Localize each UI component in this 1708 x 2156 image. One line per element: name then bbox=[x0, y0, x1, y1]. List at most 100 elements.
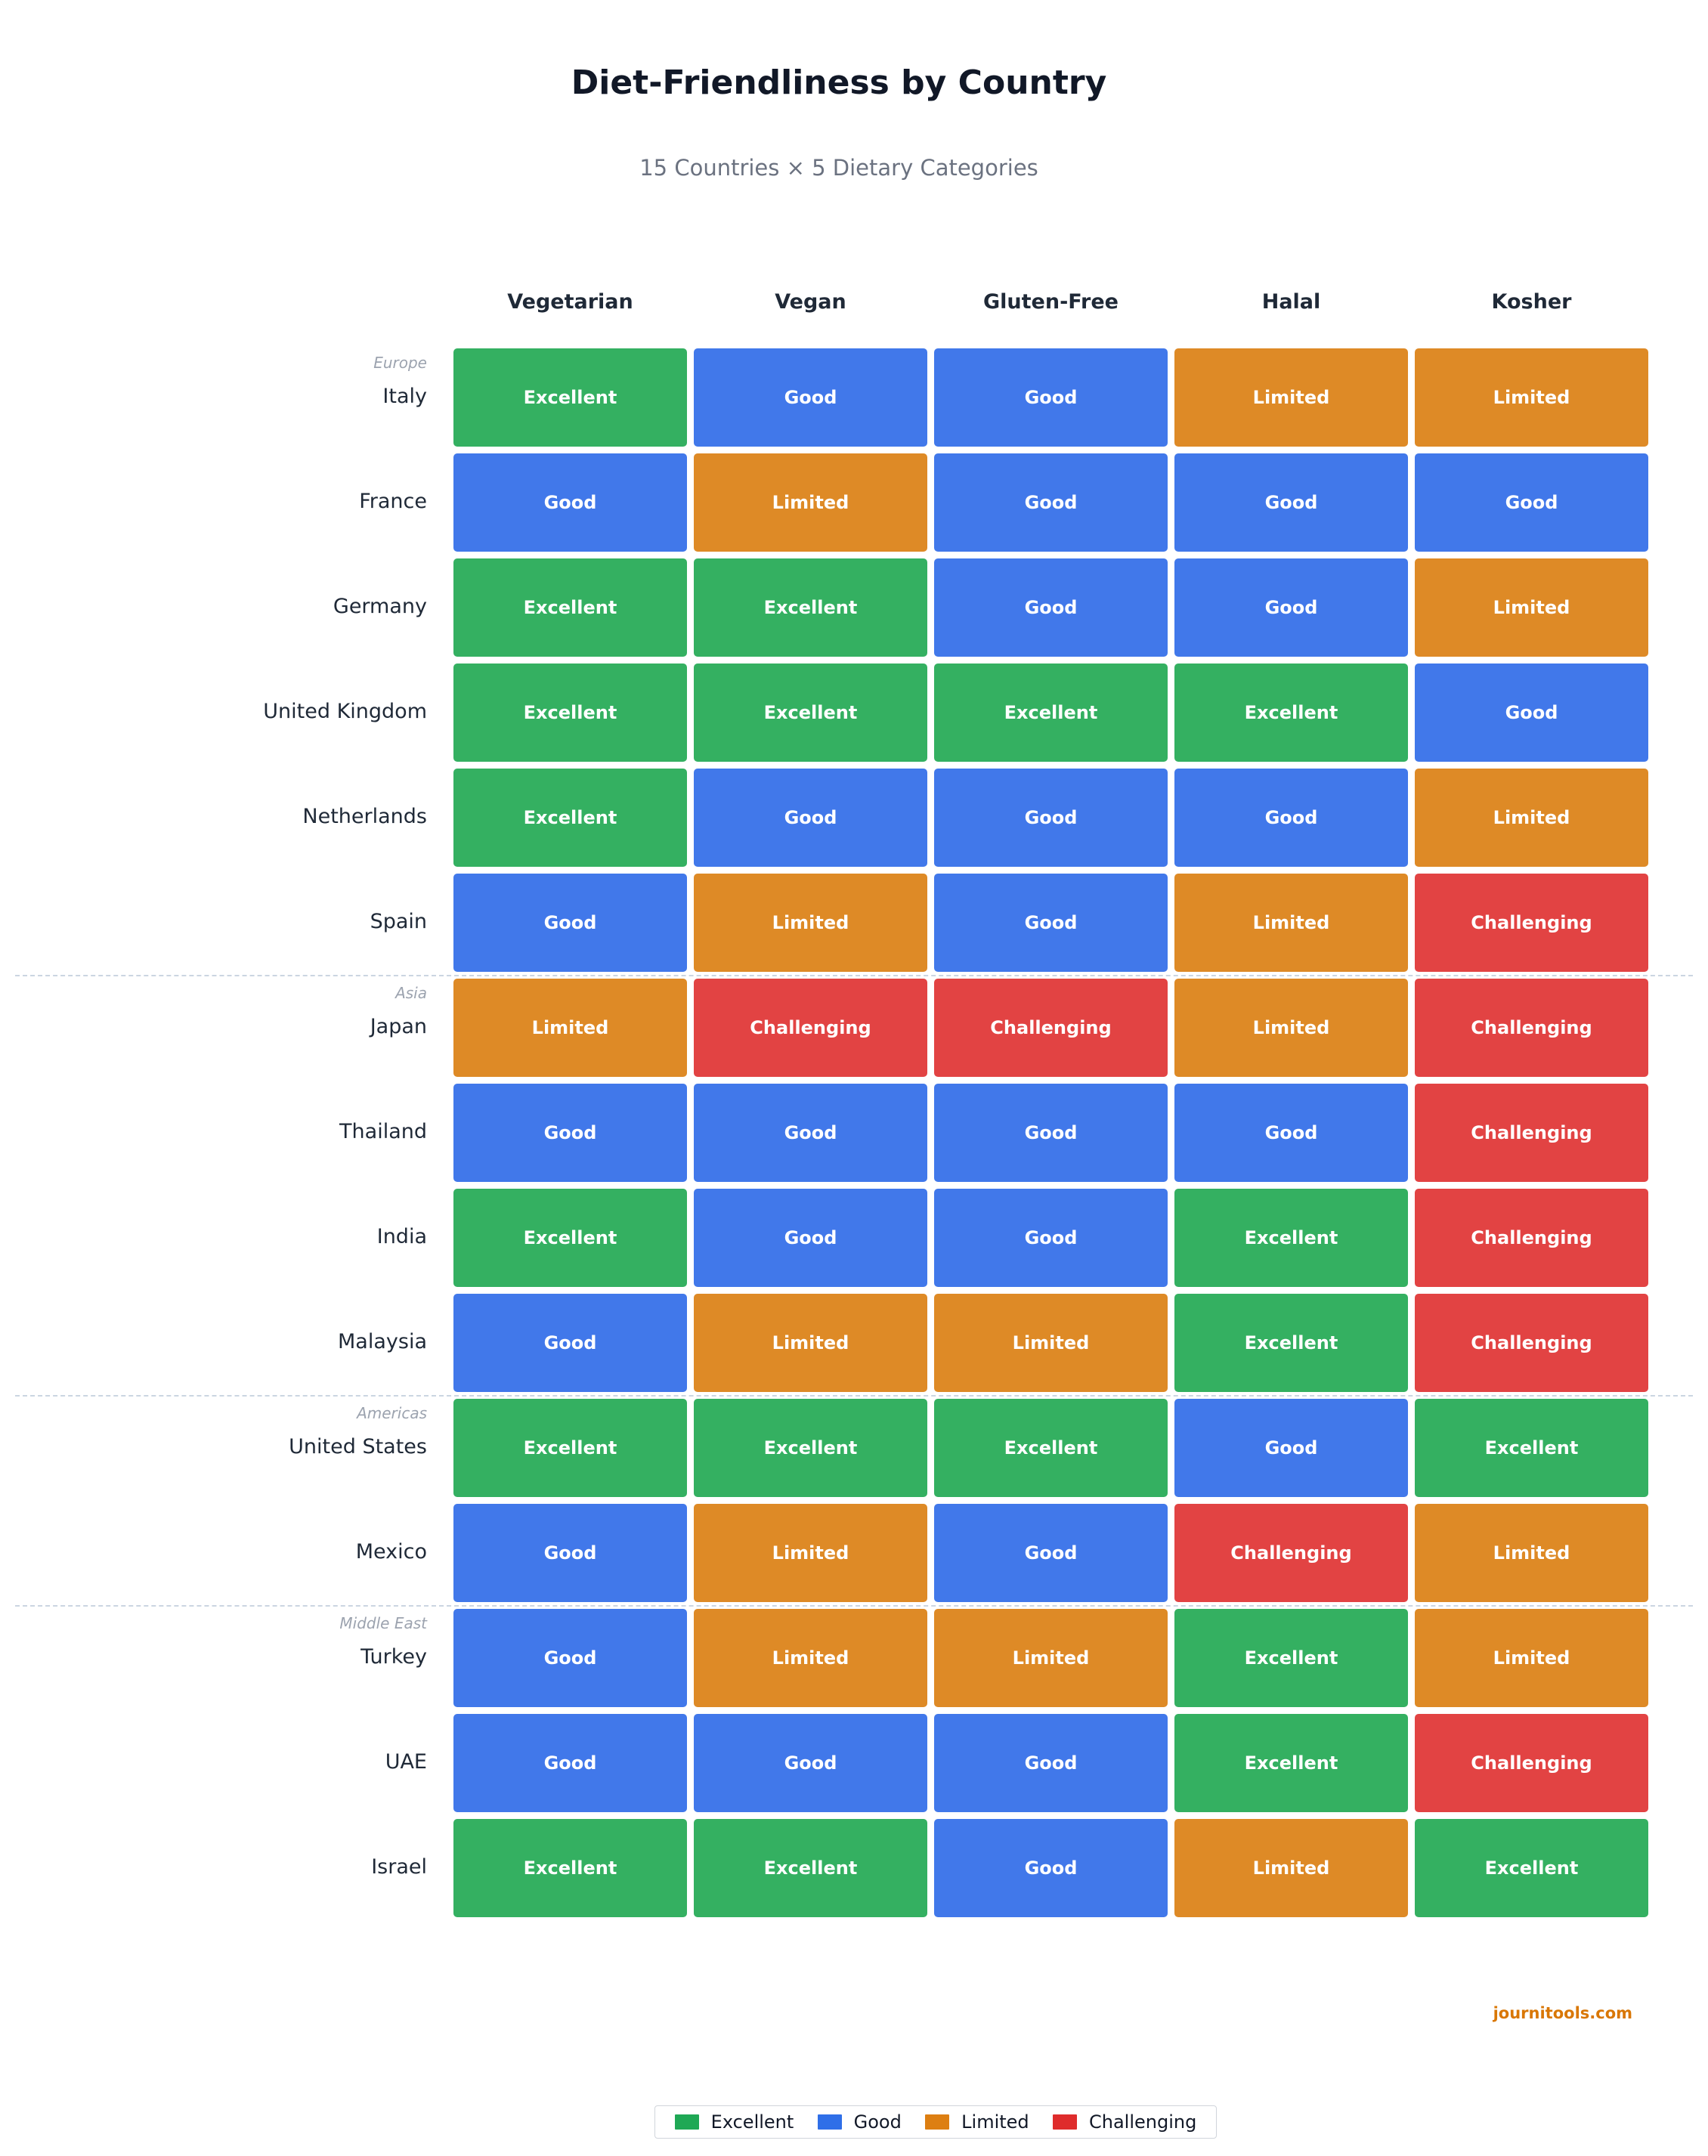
heatmap-cell-uae-vegan: Good bbox=[694, 1714, 927, 1812]
chart-title: Diet-Friendliness by Country bbox=[571, 63, 1107, 102]
row-label-germany: Germany bbox=[333, 595, 427, 618]
heatmap-cell-thailand-gluten-free: Good bbox=[934, 1084, 1168, 1182]
heatmap-cell-japan-gluten-free: Challenging bbox=[934, 979, 1168, 1077]
region-label-middle-east: Middle East bbox=[339, 1614, 427, 1632]
heatmap-cell-united-states-halal: Good bbox=[1174, 1399, 1408, 1497]
region-separator bbox=[15, 1605, 1693, 1607]
heatmap-cell-italy-vegan: Good bbox=[694, 348, 927, 447]
heatmap-cell-india-vegan: Good bbox=[694, 1189, 927, 1287]
row-label-italy: Italy bbox=[382, 385, 427, 408]
heatmap-cell-india-vegetarian: Excellent bbox=[453, 1189, 687, 1287]
heatmap-cell-japan-kosher: Challenging bbox=[1415, 979, 1648, 1077]
heatmap-cell-mexico-vegetarian: Good bbox=[453, 1504, 687, 1602]
row-label-uae: UAE bbox=[385, 1750, 427, 1774]
heatmap-cell-germany-kosher: Limited bbox=[1415, 558, 1648, 657]
legend-swatch-excellent bbox=[674, 2114, 699, 2130]
column-header-vegetarian: Vegetarian bbox=[507, 290, 633, 314]
heatmap-cell-italy-gluten-free: Good bbox=[934, 348, 1168, 447]
heatmap-cell-thailand-kosher: Challenging bbox=[1415, 1084, 1648, 1182]
column-header-vegan: Vegan bbox=[775, 290, 846, 314]
heatmap-cell-france-halal: Good bbox=[1174, 453, 1408, 552]
row-label-india: India bbox=[376, 1225, 427, 1248]
chart-subtitle: 15 Countries × 5 Dietary Categories bbox=[639, 155, 1038, 181]
legend-swatch-limited bbox=[925, 2114, 950, 2130]
heatmap-cell-malaysia-vegetarian: Good bbox=[453, 1294, 687, 1392]
heatmap-cell-germany-gluten-free: Good bbox=[934, 558, 1168, 657]
heatmap-cell-united-states-gluten-free: Excellent bbox=[934, 1399, 1168, 1497]
legend-item-excellent: Excellent bbox=[674, 2111, 794, 2133]
heatmap-cell-france-vegan: Limited bbox=[694, 453, 927, 552]
heatmap-cell-germany-vegetarian: Excellent bbox=[453, 558, 687, 657]
heatmap-cell-turkey-halal: Excellent bbox=[1174, 1609, 1408, 1707]
heatmap-cell-netherlands-vegan: Good bbox=[694, 769, 927, 867]
heatmap-cell-uae-kosher: Challenging bbox=[1415, 1714, 1648, 1812]
heatmap-cell-france-gluten-free: Good bbox=[934, 453, 1168, 552]
row-label-netherlands: Netherlands bbox=[302, 805, 427, 828]
heatmap-cell-spain-gluten-free: Good bbox=[934, 874, 1168, 972]
row-label-turkey: Turkey bbox=[360, 1645, 427, 1669]
heatmap-cell-netherlands-kosher: Limited bbox=[1415, 769, 1648, 867]
legend-swatch-good bbox=[817, 2114, 842, 2130]
region-label-asia: Asia bbox=[395, 984, 427, 1002]
heatmap-cell-netherlands-gluten-free: Good bbox=[934, 769, 1168, 867]
heatmap-cell-united-states-vegetarian: Excellent bbox=[453, 1399, 687, 1497]
heatmap-cell-france-kosher: Good bbox=[1415, 453, 1648, 552]
heatmap-cell-india-kosher: Challenging bbox=[1415, 1189, 1648, 1287]
row-label-spain: Spain bbox=[370, 910, 427, 933]
heatmap-cell-united-kingdom-vegetarian: Excellent bbox=[453, 664, 687, 762]
row-label-france: France bbox=[359, 490, 427, 513]
row-label-mexico: Mexico bbox=[355, 1540, 427, 1564]
legend-label-excellent: Excellent bbox=[710, 2111, 794, 2133]
heatmap-cell-turkey-gluten-free: Limited bbox=[934, 1609, 1168, 1707]
heatmap-cell-turkey-kosher: Limited bbox=[1415, 1609, 1648, 1707]
column-header-halal: Halal bbox=[1261, 290, 1321, 314]
region-separator bbox=[15, 1395, 1693, 1397]
heatmap-cell-italy-vegetarian: Excellent bbox=[453, 348, 687, 447]
heatmap-cell-mexico-kosher: Limited bbox=[1415, 1504, 1648, 1602]
heatmap-cell-spain-kosher: Challenging bbox=[1415, 874, 1648, 972]
heatmap-cell-india-gluten-free: Good bbox=[934, 1189, 1168, 1287]
heatmap-cell-turkey-vegetarian: Good bbox=[453, 1609, 687, 1707]
heatmap-cell-spain-halal: Limited bbox=[1174, 874, 1408, 972]
heatmap-cell-united-kingdom-vegan: Excellent bbox=[694, 664, 927, 762]
heatmap-cell-thailand-vegan: Good bbox=[694, 1084, 927, 1182]
region-label-americas: Americas bbox=[357, 1404, 427, 1422]
legend-label-challenging: Challenging bbox=[1088, 2111, 1197, 2133]
heatmap-cell-israel-vegan: Excellent bbox=[694, 1819, 927, 1917]
heatmap-cell-uae-vegetarian: Good bbox=[453, 1714, 687, 1812]
heatmap-cell-germany-halal: Good bbox=[1174, 558, 1408, 657]
heatmap-cell-mexico-vegan: Limited bbox=[694, 1504, 927, 1602]
legend-label-limited: Limited bbox=[961, 2111, 1029, 2133]
heatmap-cell-france-vegetarian: Good bbox=[453, 453, 687, 552]
heatmap-cell-united-states-vegan: Excellent bbox=[694, 1399, 927, 1497]
heatmap-cell-israel-halal: Limited bbox=[1174, 1819, 1408, 1917]
legend-item-limited: Limited bbox=[925, 2111, 1029, 2133]
watermark: journitools.com bbox=[1493, 2004, 1632, 2022]
legend: Excellent Good Limited Challenging bbox=[654, 2105, 1217, 2139]
heatmap-cell-japan-vegan: Challenging bbox=[694, 979, 927, 1077]
heatmap-cell-malaysia-halal: Excellent bbox=[1174, 1294, 1408, 1392]
heatmap-cell-mexico-gluten-free: Good bbox=[934, 1504, 1168, 1602]
region-label-europe: Europe bbox=[373, 354, 427, 372]
heatmap-cell-mexico-halal: Challenging bbox=[1174, 1504, 1408, 1602]
heatmap-cell-united-kingdom-kosher: Good bbox=[1415, 664, 1648, 762]
heatmap-cell-thailand-halal: Good bbox=[1174, 1084, 1408, 1182]
heatmap-cell-malaysia-kosher: Challenging bbox=[1415, 1294, 1648, 1392]
heatmap-cell-israel-vegetarian: Excellent bbox=[453, 1819, 687, 1917]
heatmap-cell-israel-kosher: Excellent bbox=[1415, 1819, 1648, 1917]
heatmap-cell-germany-vegan: Excellent bbox=[694, 558, 927, 657]
legend-label-good: Good bbox=[853, 2111, 902, 2133]
row-label-japan: Japan bbox=[370, 1015, 427, 1038]
column-header-gluten-free: Gluten-Free bbox=[983, 290, 1119, 314]
heatmap-cell-netherlands-vegetarian: Excellent bbox=[453, 769, 687, 867]
region-separator bbox=[15, 975, 1693, 976]
heatmap-cell-united-states-kosher: Excellent bbox=[1415, 1399, 1648, 1497]
heatmap-cell-japan-halal: Limited bbox=[1174, 979, 1408, 1077]
row-label-thailand: Thailand bbox=[339, 1120, 427, 1143]
legend-item-good: Good bbox=[817, 2111, 902, 2133]
row-label-malaysia: Malaysia bbox=[338, 1330, 427, 1353]
legend-item-challenging: Challenging bbox=[1052, 2111, 1197, 2133]
heatmap-cell-uae-gluten-free: Good bbox=[934, 1714, 1168, 1812]
column-header-kosher: Kosher bbox=[1491, 290, 1572, 314]
heatmap-cell-united-kingdom-gluten-free: Excellent bbox=[934, 664, 1168, 762]
